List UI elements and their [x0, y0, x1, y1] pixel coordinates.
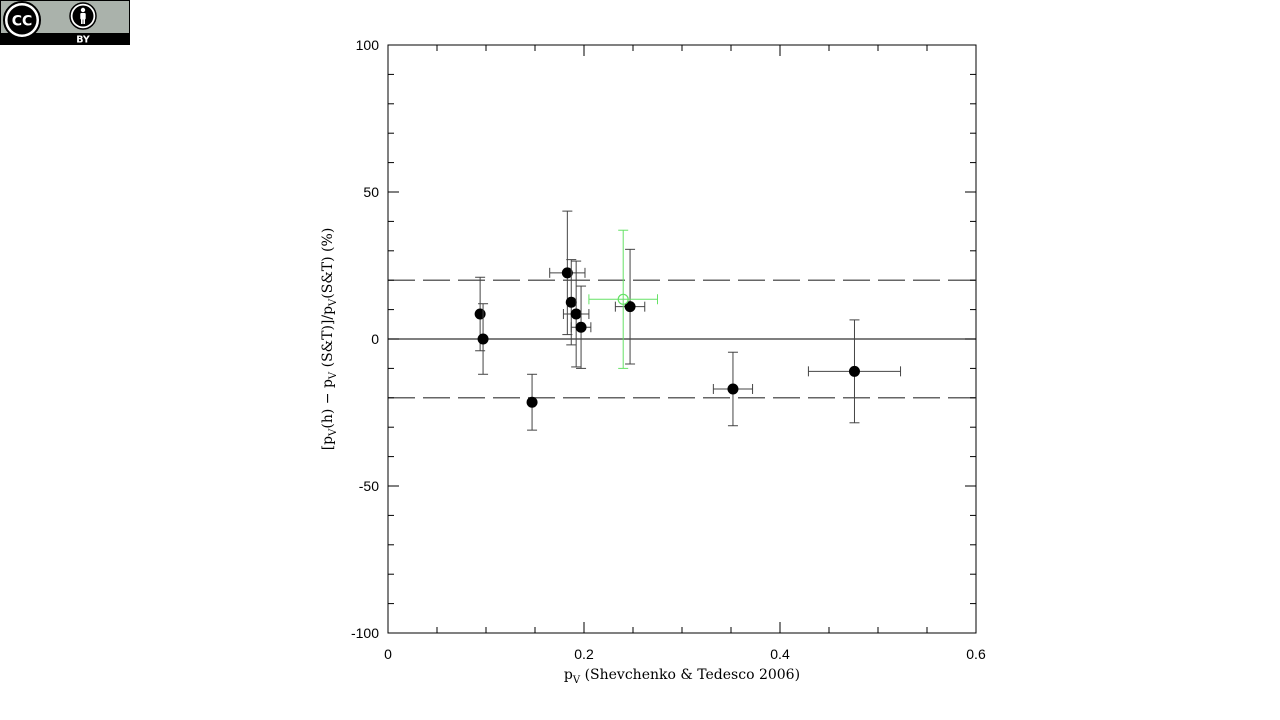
- filled-data-point: [474, 308, 486, 320]
- filled-data-point: [526, 396, 538, 408]
- cc-icon-text: CC: [12, 14, 33, 30]
- filled-data-point: [561, 267, 573, 279]
- by-label: BY: [76, 35, 90, 46]
- y-tick-label: -50: [359, 478, 379, 494]
- y-tick-label: 100: [356, 37, 380, 53]
- cc-by-license-badge: CC BY: [0, 0, 130, 46]
- filled-data-point: [624, 301, 636, 313]
- badge-footer: [1, 33, 129, 45]
- x-tick-label: 0.4: [770, 646, 790, 662]
- x-tick-label: 0.6: [966, 646, 986, 662]
- x-tick-label: 0.2: [574, 646, 594, 662]
- reference-lines: [388, 279, 976, 399]
- y-tick-label: 50: [363, 184, 379, 200]
- data-points: [474, 210, 902, 431]
- x-axis-title: pV (Shevchenko & Tedesco 2006): [564, 667, 800, 686]
- y-tick-label: 0: [371, 331, 379, 347]
- filled-data-point: [575, 321, 587, 333]
- open-data-point: [617, 293, 629, 305]
- filled-data-point: [570, 308, 582, 320]
- y-tick-label: -100: [351, 625, 379, 641]
- x-tick-label: 0: [384, 646, 392, 662]
- cc-icon: CC: [3, 1, 41, 39]
- y-axis-title: [pV(h) − pV (S&T)]/pV(S&T) (%): [320, 228, 339, 451]
- axis-tick-labels: 0 0.2 0.4 0.6 -100 -50 0 50 100: [351, 37, 986, 662]
- filled-data-point: [727, 383, 739, 395]
- filled-data-point: [565, 296, 577, 308]
- filled-data-point: [848, 365, 860, 377]
- filled-data-point: [477, 333, 489, 345]
- attribution-person-icon: [69, 2, 97, 30]
- plot-frame: [387, 44, 977, 634]
